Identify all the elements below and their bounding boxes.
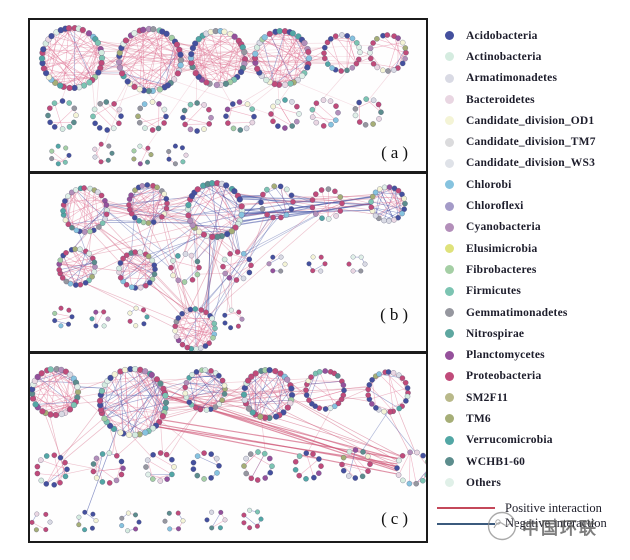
network-plot-c (30, 366, 426, 534)
taxon-label: Planctomycetes (466, 349, 545, 362)
interaction-line-swatch (437, 522, 495, 525)
taxon-label: Bacteroidetes (466, 93, 535, 106)
taxon-label: SM2F11 (466, 391, 509, 404)
legend-item: Acidobacteria (437, 25, 629, 46)
interaction-legend-item: Negative interaction (437, 516, 629, 532)
taxon-color-dot (445, 201, 454, 211)
panel-a: (a) (28, 18, 428, 173)
legend-item: Elusimicrobia (437, 238, 629, 259)
taxon-label: Candidate_division_OD1 (466, 114, 595, 127)
taxon-color-dot (445, 31, 454, 41)
legend-item: Planctomycetes (437, 344, 629, 365)
taxon-color-dot (445, 308, 454, 317)
taxon-label: Chloroflexi (466, 200, 524, 213)
legend-item: SM2F11 (437, 387, 629, 408)
taxon-color-dot (445, 73, 454, 83)
legend-item: Bacteroidetes (437, 89, 629, 110)
legend-item: Chlorobi (437, 174, 629, 195)
taxon-color-dot (445, 329, 454, 339)
legend-item: Armatimonadetes (437, 68, 629, 89)
taxon-label: Candidate_division_TM7 (466, 136, 596, 149)
taxa-legend-list: Acidobacteria Actinobacteria Armatimonadet… (437, 25, 629, 494)
interaction-legend-item: Positive interaction (437, 501, 629, 517)
taxon-label: Cyanobacteria (466, 221, 541, 234)
taxon-label: Actinobacteria (466, 50, 542, 63)
taxon-color-dot (445, 95, 454, 105)
taxon-label: Nitrospirae (466, 327, 525, 340)
taxon-color-dot (445, 457, 454, 467)
legend-item: Candidate_division_WS3 (437, 153, 629, 174)
taxon-label: Fibrobacteres (466, 263, 537, 276)
legend-item: TM6 (437, 408, 629, 429)
legend: Acidobacteria Actinobacteria Armatimonadet… (437, 25, 629, 532)
taxon-label: Elusimicrobia (466, 242, 538, 255)
taxon-color-dot (445, 265, 454, 275)
taxon-label: Firmicutes (466, 285, 522, 298)
taxon-label: Armatimonadetes (466, 72, 558, 85)
network-plot-b (52, 180, 408, 351)
taxon-color-dot (445, 244, 454, 254)
taxon-color-dot (445, 371, 454, 381)
legend-item: Cyanobacteria (437, 217, 629, 238)
legend-item: Nitrospirae (437, 323, 629, 344)
taxon-color-dot (445, 478, 454, 488)
taxon-label: Verrucomicrobia (466, 434, 553, 447)
legend-item: Candidate_division_TM7 (437, 131, 629, 152)
taxon-color-dot (445, 286, 454, 296)
taxon-label: Proteobacteria (466, 370, 542, 383)
taxon-label: Candidate_division_WS3 (466, 157, 596, 170)
taxon-color-dot (445, 435, 454, 445)
taxon-color-dot (445, 52, 454, 62)
interaction-line-swatch (437, 507, 495, 510)
interaction-legend: Positive interaction Negative interaction (437, 501, 629, 532)
taxon-color-dot (445, 222, 454, 232)
panel-label-a: (a) (381, 143, 412, 162)
legend-item: Gemmatimonadetes (437, 302, 629, 323)
legend-item: Proteobacteria (437, 366, 629, 387)
panel-c: (c) (28, 352, 428, 543)
taxon-color-dot (445, 393, 454, 403)
legend-item: Others (437, 472, 629, 493)
legend-item: Chloroflexi (437, 195, 629, 216)
interaction-label: Positive interaction (505, 500, 602, 515)
panel-label-c: (c) (381, 509, 412, 528)
taxon-label: Others (466, 476, 502, 489)
legend-item: Candidate_division_OD1 (437, 110, 629, 131)
taxon-label: Acidobacteria (466, 29, 538, 42)
taxon-color-dot (445, 116, 454, 126)
legend-item: Actinobacteria (437, 46, 629, 67)
panel-label-b: (b) (380, 305, 412, 324)
taxon-label: Gemmatimonadetes (466, 306, 568, 319)
taxon-label: TM6 (466, 412, 491, 425)
legend-item: WCHB1-60 (437, 451, 629, 472)
taxon-color-dot (445, 350, 454, 360)
taxon-color-dot (445, 137, 454, 147)
taxon-color-dot (445, 158, 454, 168)
interaction-label: Negative interaction (505, 516, 607, 531)
taxon-label: WCHB1-60 (466, 455, 526, 468)
legend-item: Fibrobacteres (437, 259, 629, 280)
taxon-label: Chlorobi (466, 178, 512, 191)
network-plot-a (38, 25, 409, 167)
panel-b: (b) (28, 172, 428, 353)
taxon-color-dot (445, 180, 454, 190)
taxon-color-dot (445, 414, 454, 424)
legend-item: Verrucomicrobia (437, 430, 629, 451)
legend-item: Firmicutes (437, 281, 629, 302)
